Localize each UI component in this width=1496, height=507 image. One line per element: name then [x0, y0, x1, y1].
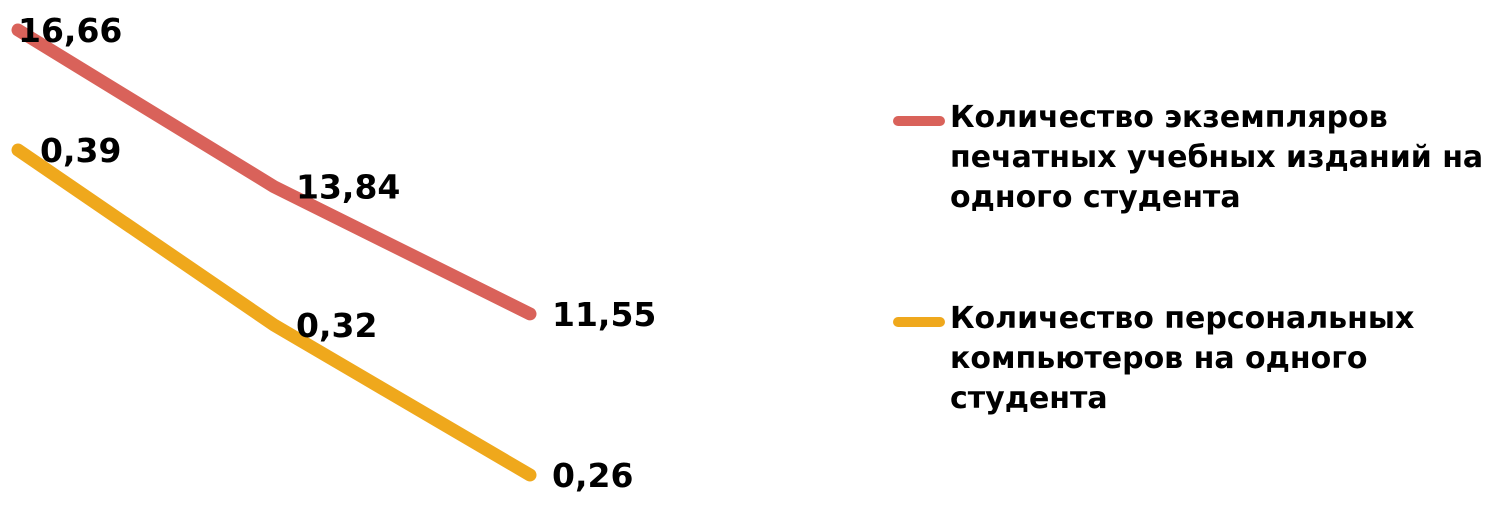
data-label: 16,66 — [18, 11, 122, 50]
series-line — [11, 143, 537, 482]
data-label: 0,39 — [40, 131, 121, 170]
series-line — [11, 23, 537, 321]
legend-label: Количество экземпляров печатных учебных … — [950, 100, 1484, 215]
legend-swatch — [893, 317, 945, 327]
legend-item: Количество персональных компьютеров на о… — [893, 299, 1493, 419]
data-label: 0,26 — [552, 456, 633, 495]
data-label: 13,84 — [296, 168, 400, 207]
legend-label: Количество персональных компьютеров на о… — [950, 301, 1415, 416]
data-label: 0,32 — [296, 306, 377, 345]
legend-item: Количество экземпляров печатных учебных … — [893, 98, 1493, 218]
data-label: 11,55 — [552, 295, 656, 334]
legend-swatch — [893, 116, 945, 126]
